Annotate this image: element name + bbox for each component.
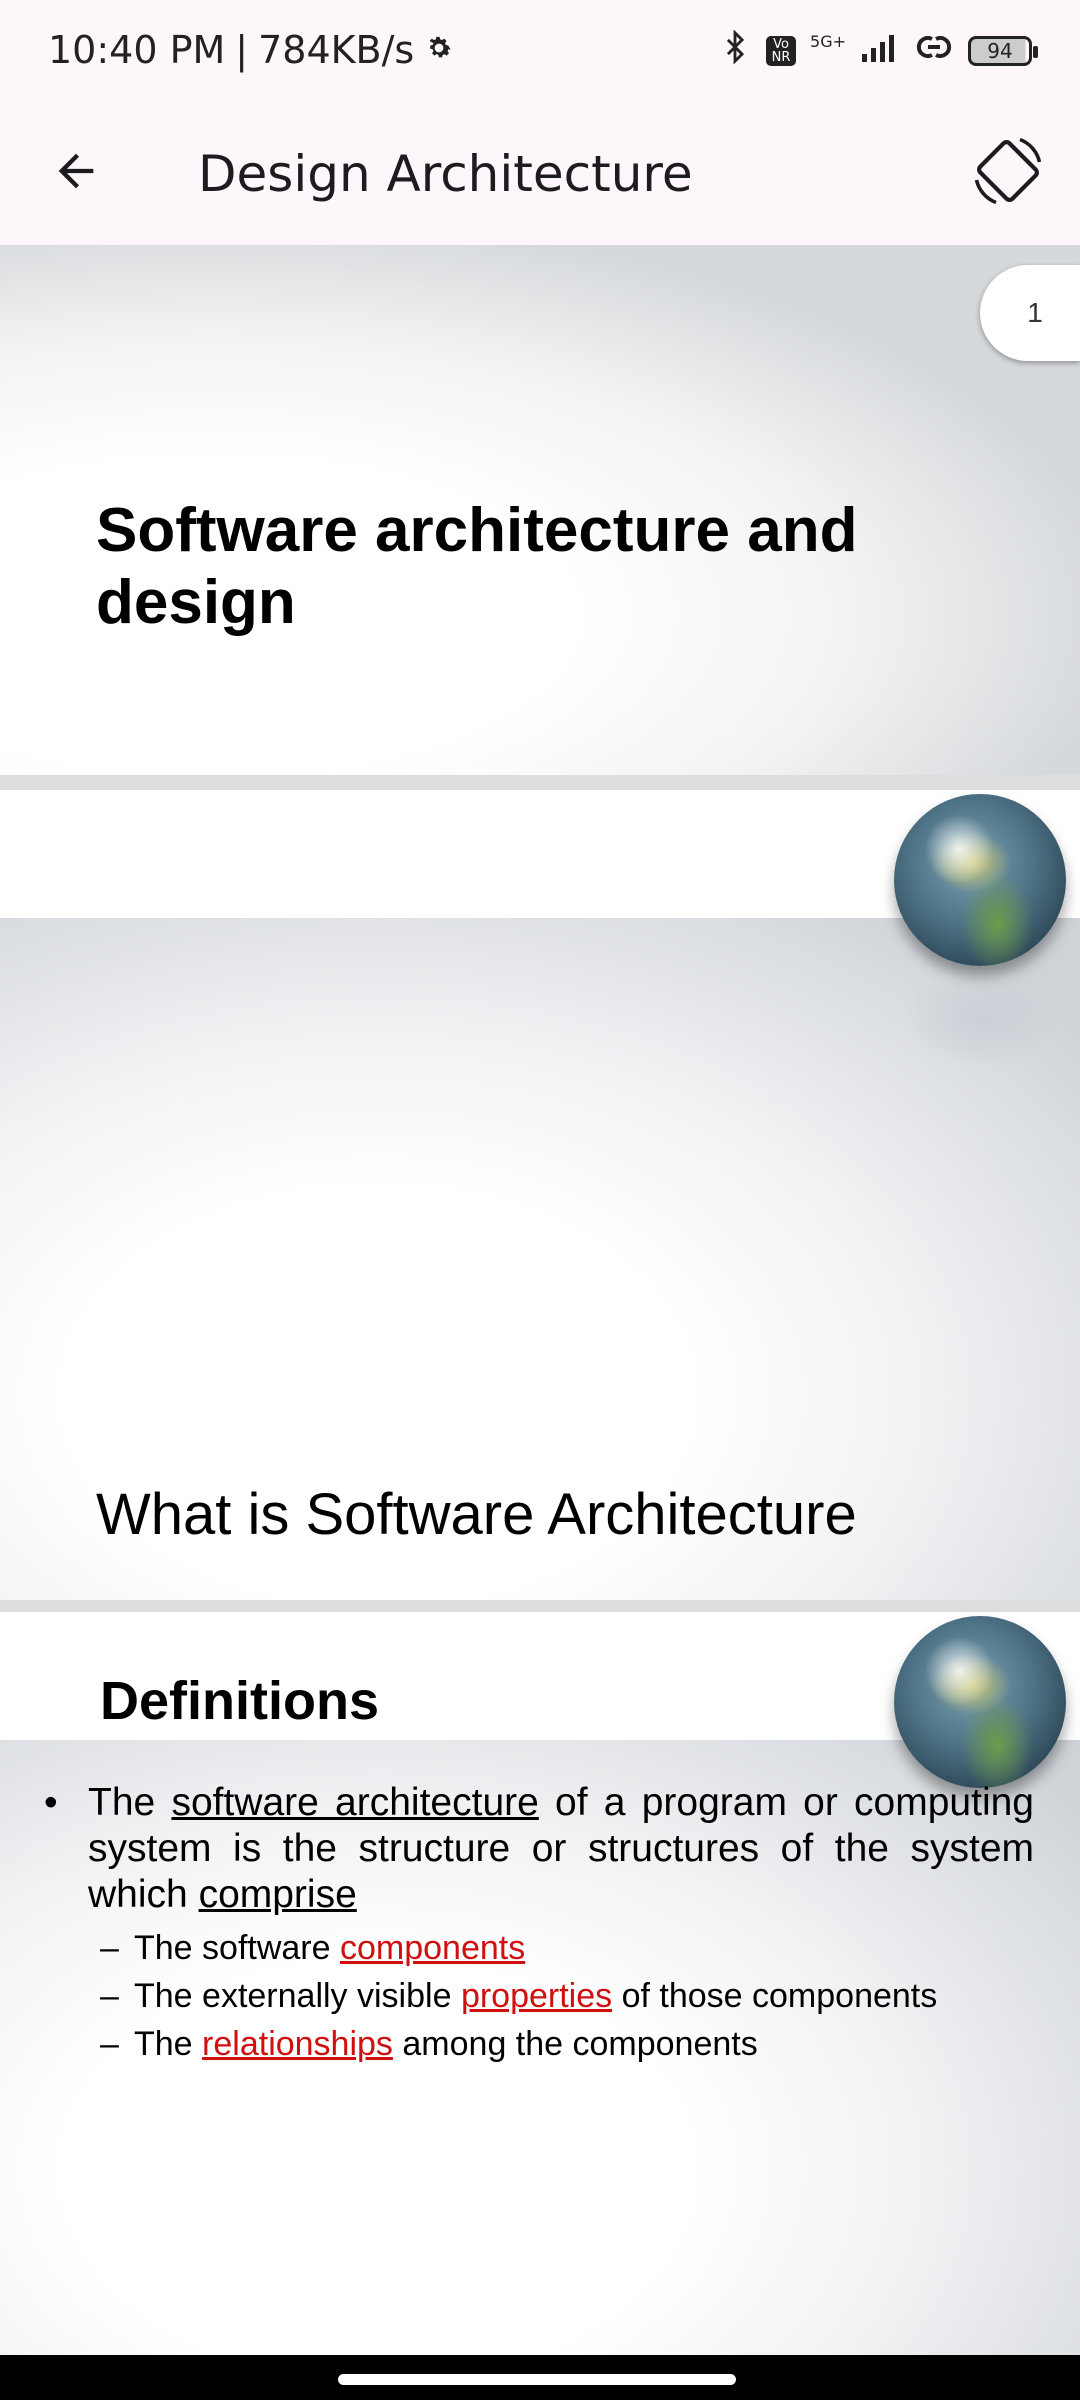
term-software-architecture: software architecture — [171, 1781, 539, 1824]
slide-viewer[interactable]: 1 Software architecture and design What … — [0, 245, 1080, 2355]
app-bar: Design Architecture — [0, 105, 1080, 245]
status-time: 10:40 PM — [48, 28, 226, 72]
sub-item-text: The externally visible properties of tho… — [134, 1972, 937, 2020]
link-properties[interactable]: properties — [460, 1977, 613, 2015]
slide-heading: Definitions — [100, 1671, 379, 1731]
slide-title: What is Software Architecture — [96, 1482, 857, 1547]
sub-item-suffix: of those components — [621, 1977, 938, 2015]
volte-icon: Vo NR — [766, 36, 797, 66]
bullet-text: The software architecture of a program o… — [88, 1780, 1034, 1918]
sub-item-prefix: The — [134, 2025, 193, 2063]
settings-gear-icon — [424, 28, 454, 72]
network-type: 5G+ — [810, 31, 846, 51]
sub-item-text: The software components — [134, 1924, 525, 1972]
navigation-bar — [0, 2355, 1080, 2400]
signal-icon — [860, 32, 900, 70]
slide-title: Software architecture and design — [96, 496, 858, 637]
sub-list: – The software components – The external… — [44, 1924, 1034, 2068]
slide-background — [0, 1740, 1080, 2355]
dash-icon: – — [100, 1929, 119, 1967]
page-title: Design Architecture — [198, 145, 693, 203]
bluetooth-icon — [718, 29, 752, 72]
slide-background — [0, 918, 1080, 1600]
sub-item: – The software components — [100, 1924, 1034, 1972]
sub-item-suffix: among the components — [402, 2025, 758, 2063]
slide-2: What is Software Architecture — [0, 790, 1080, 1600]
sub-item-text: The relationships among the components — [134, 2020, 758, 2068]
bullet-text-middle: of a program or computing system is the … — [88, 1781, 1034, 1916]
battery-icon: 94 — [968, 36, 1038, 66]
globe-icon — [894, 1616, 1066, 1788]
sub-item-prefix: The software — [134, 1929, 331, 1967]
link-relationships[interactable]: relationships — [202, 2025, 393, 2063]
slide-1: 1 Software architecture and design — [0, 245, 1080, 775]
sub-item: – The relationships among the components — [100, 2020, 1034, 2068]
link-icon — [914, 31, 954, 71]
rotate-screen-button[interactable] — [962, 127, 1054, 219]
definition-body: • The software architecture of a program… — [44, 1780, 1034, 2068]
bullet-item: • The software architecture of a program… — [44, 1780, 1034, 1918]
bullet-icon: • — [44, 1781, 58, 1824]
globe-reflection — [900, 970, 1060, 1070]
slide-3: Definitions • The software architecture … — [0, 1612, 1080, 2355]
sub-item: – The externally visible properties of t… — [100, 1972, 1034, 2020]
bullet-text-start: The — [88, 1781, 156, 1824]
arrow-left-icon — [50, 145, 102, 202]
status-bar: 10:40 PM | 784KB/s Vo NR 5G+ 94 — [0, 0, 1080, 105]
dash-icon: – — [100, 1977, 119, 2015]
network-speed: 784KB/s — [258, 28, 415, 72]
screen-rotation-icon — [972, 135, 1044, 212]
status-right: Vo NR 5G+ 94 — [718, 29, 1038, 72]
globe-icon — [894, 794, 1066, 966]
sub-item-prefix: The externally visible — [134, 1977, 452, 2015]
status-left: 10:40 PM | 784KB/s — [48, 28, 454, 72]
link-components[interactable]: components — [339, 1929, 526, 1967]
page-indicator: 1 — [980, 265, 1080, 361]
term-comprise: comprise — [198, 1873, 357, 1916]
home-indicator[interactable] — [338, 2374, 736, 2385]
dash-icon: – — [100, 2025, 119, 2063]
status-separator: | — [235, 28, 249, 72]
back-button[interactable] — [36, 133, 116, 213]
